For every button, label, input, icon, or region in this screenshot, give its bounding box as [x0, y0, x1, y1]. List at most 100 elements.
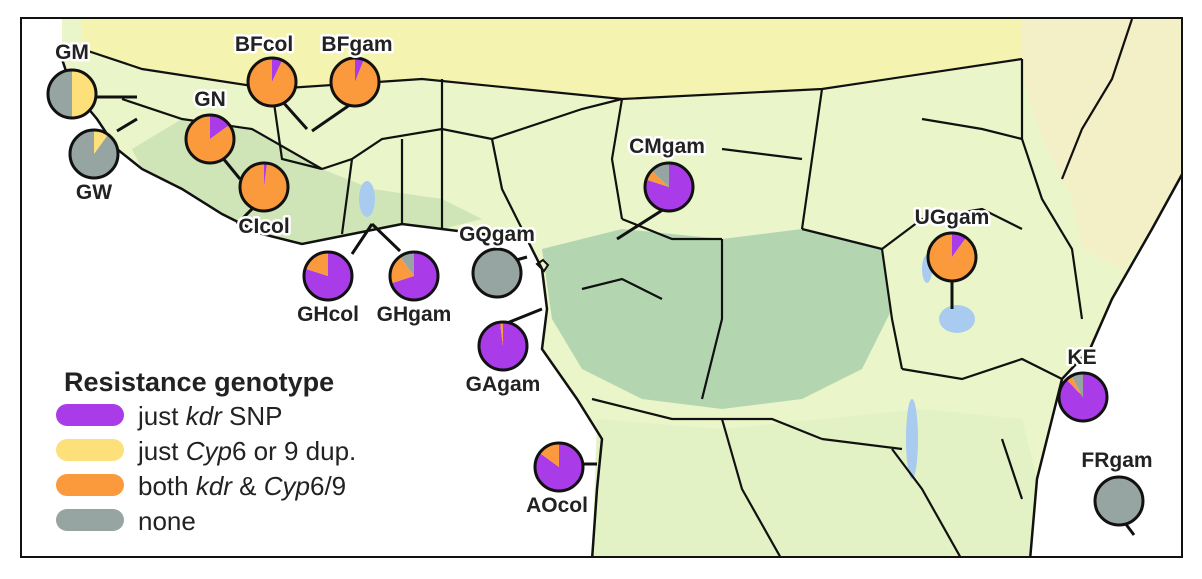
lake-victoria [939, 305, 975, 333]
pie-outline [302, 250, 354, 302]
population-pies: GM GW BFcol BFgam GN CIcol GHcol GHgam GQgam GAga… [46, 31, 1155, 527]
population-label: UGgam [915, 206, 990, 229]
pie-slice-both [390, 256, 414, 284]
pie-slice-none [1071, 373, 1083, 397]
pie-outline [184, 113, 236, 165]
pie-cicol: CIcol [236, 161, 292, 241]
population-label: CIcol [238, 215, 289, 238]
pie-outline [926, 231, 978, 283]
pie-slice-none [70, 130, 118, 178]
pie-gqgam: GQgam [457, 221, 537, 299]
lake-tanganyika [906, 399, 918, 479]
pie-ke: KE [1057, 344, 1109, 423]
legend-label-part: 6/9 [310, 471, 346, 501]
legend-swatch-none [56, 509, 124, 531]
legend-label-part: kdr [196, 471, 233, 501]
southern-savanna-zone [592, 409, 1037, 556]
pie-gn: GN [184, 86, 236, 165]
pie-gagam: GAgam [463, 320, 543, 399]
pie-uggam: UGgam [912, 204, 992, 283]
pie-slice-none [651, 163, 669, 187]
population-label: GHcol [297, 303, 359, 326]
pie-aocol: AOcol [524, 441, 590, 520]
population-label: BFcol [235, 33, 293, 56]
legend-label-part: just [137, 401, 186, 431]
pie-slice-both [928, 233, 976, 281]
pie-slice-kdr [355, 58, 364, 82]
pie-outline [533, 441, 585, 493]
population-label: GW [76, 181, 112, 204]
legend-label-part: both [138, 471, 196, 501]
pie-outline [329, 56, 381, 108]
lake-volta [359, 181, 375, 217]
horn-dry-zone [1022, 19, 1181, 269]
pie-slice-kdr [391, 252, 439, 300]
pie-slice-none [1095, 477, 1143, 525]
pie-cmgam: CMgam [627, 133, 707, 213]
legend-label-part: SNP [222, 401, 283, 431]
legend-swatch-both [56, 474, 124, 496]
pie-outline [238, 161, 290, 213]
population-label: CMgam [629, 135, 705, 158]
population-label: GAgam [466, 373, 541, 396]
pie-frgam: FRgam [1079, 447, 1155, 527]
sahel-zone [82, 19, 1022, 99]
population-label: BFgam [321, 33, 392, 56]
pie-outline [1093, 475, 1145, 527]
legend-title: Resistance genotype [64, 367, 334, 397]
pie-slice-cyp [94, 130, 109, 154]
pie-slice-kdr [304, 252, 353, 300]
pie-gw: GW [68, 128, 120, 207]
legend-label-part: 6 or 9 dup. [232, 436, 356, 466]
legend-swatch-cyp [56, 439, 124, 461]
pie-bfcol: BFcol [232, 31, 298, 108]
population-label: GM [55, 41, 89, 64]
legend-label-part: just [137, 436, 186, 466]
pie-slice-kdr [535, 443, 584, 492]
pie-slice-both [646, 170, 669, 187]
pie-outline [246, 56, 298, 108]
pie-slice-kdr [478, 322, 527, 370]
legend-swatch-kdr [56, 404, 124, 426]
pie-slice-both [305, 252, 328, 276]
legend-label-part: & [232, 471, 264, 501]
pie-slice-both [331, 58, 379, 106]
population-label: FRgam [1081, 449, 1152, 472]
legend-label-part: none [138, 506, 196, 536]
population-label: GN [194, 88, 226, 111]
map-frame: GM GW BFcol BFgam GN CIcol GHcol GHgam GQgam GAga… [20, 17, 1183, 558]
pie-outline [477, 320, 529, 372]
legend-label-none: none [138, 506, 196, 536]
pie-gm: GM [46, 39, 98, 120]
pie-outline [471, 247, 523, 299]
congo-forest-zone [542, 229, 892, 409]
pie-slice-both [248, 58, 297, 106]
population-label: KE [1067, 346, 1096, 369]
pie-slice-both [1066, 375, 1083, 397]
pie-ghcol: GHcol [295, 250, 361, 329]
population-label: GQgam [459, 223, 535, 246]
pie-slice-both [239, 163, 288, 211]
pie-slice-kdr [264, 163, 268, 187]
pie-bfgam: BFgam [319, 31, 395, 108]
leader-lines [94, 95, 1136, 536]
pie-outline [388, 250, 440, 302]
pie-slice-none [399, 252, 414, 276]
pie-slice-both [499, 322, 503, 346]
population-label: GHgam [377, 303, 452, 326]
pie-outline [46, 68, 98, 120]
pie-slice-cyp [72, 70, 96, 118]
pie-outline [68, 128, 120, 180]
legend-label-part: Cyp [186, 436, 232, 466]
population-label: AOcol [526, 494, 588, 517]
pie-slice-none [48, 70, 72, 118]
pie-slice-kdr [952, 233, 967, 257]
pie-slice-kdr [272, 58, 283, 82]
legend-label-kdr: just kdr SNP [137, 401, 283, 431]
pie-slice-none [473, 249, 521, 297]
east-coastline [1029, 173, 1181, 556]
pie-outline [643, 161, 695, 213]
legend-label-both: both kdr & Cyp6/9 [138, 471, 346, 501]
pie-ghgam: GHgam [374, 250, 454, 329]
